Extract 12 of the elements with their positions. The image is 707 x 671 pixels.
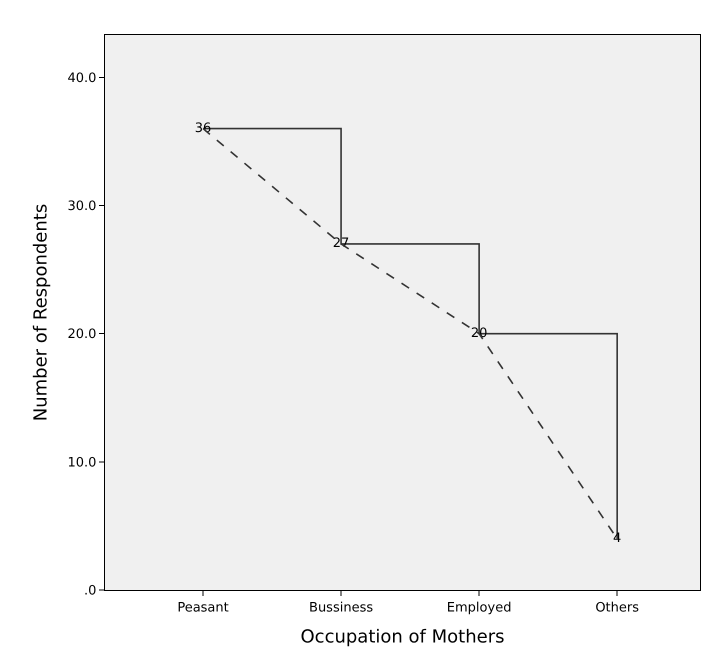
y-tick-label: 30.0: [67, 199, 96, 214]
x-tick-label: Peasant: [177, 600, 229, 616]
x-tick-label: Others: [595, 600, 640, 616]
y-tick-label: 10.0: [67, 455, 96, 470]
x-tick-label: Bussiness: [309, 600, 374, 616]
y-tick-label: 20.0: [67, 327, 96, 342]
y-axis-title: Number of Respondents: [30, 204, 52, 422]
x-axis-title: Occupation of Mothers: [300, 626, 504, 648]
data-label: 4: [613, 530, 622, 546]
y-tick-label: .0: [84, 584, 96, 599]
y-tick-label: 40.0: [67, 70, 96, 86]
x-tick-label: Employed: [446, 600, 512, 616]
